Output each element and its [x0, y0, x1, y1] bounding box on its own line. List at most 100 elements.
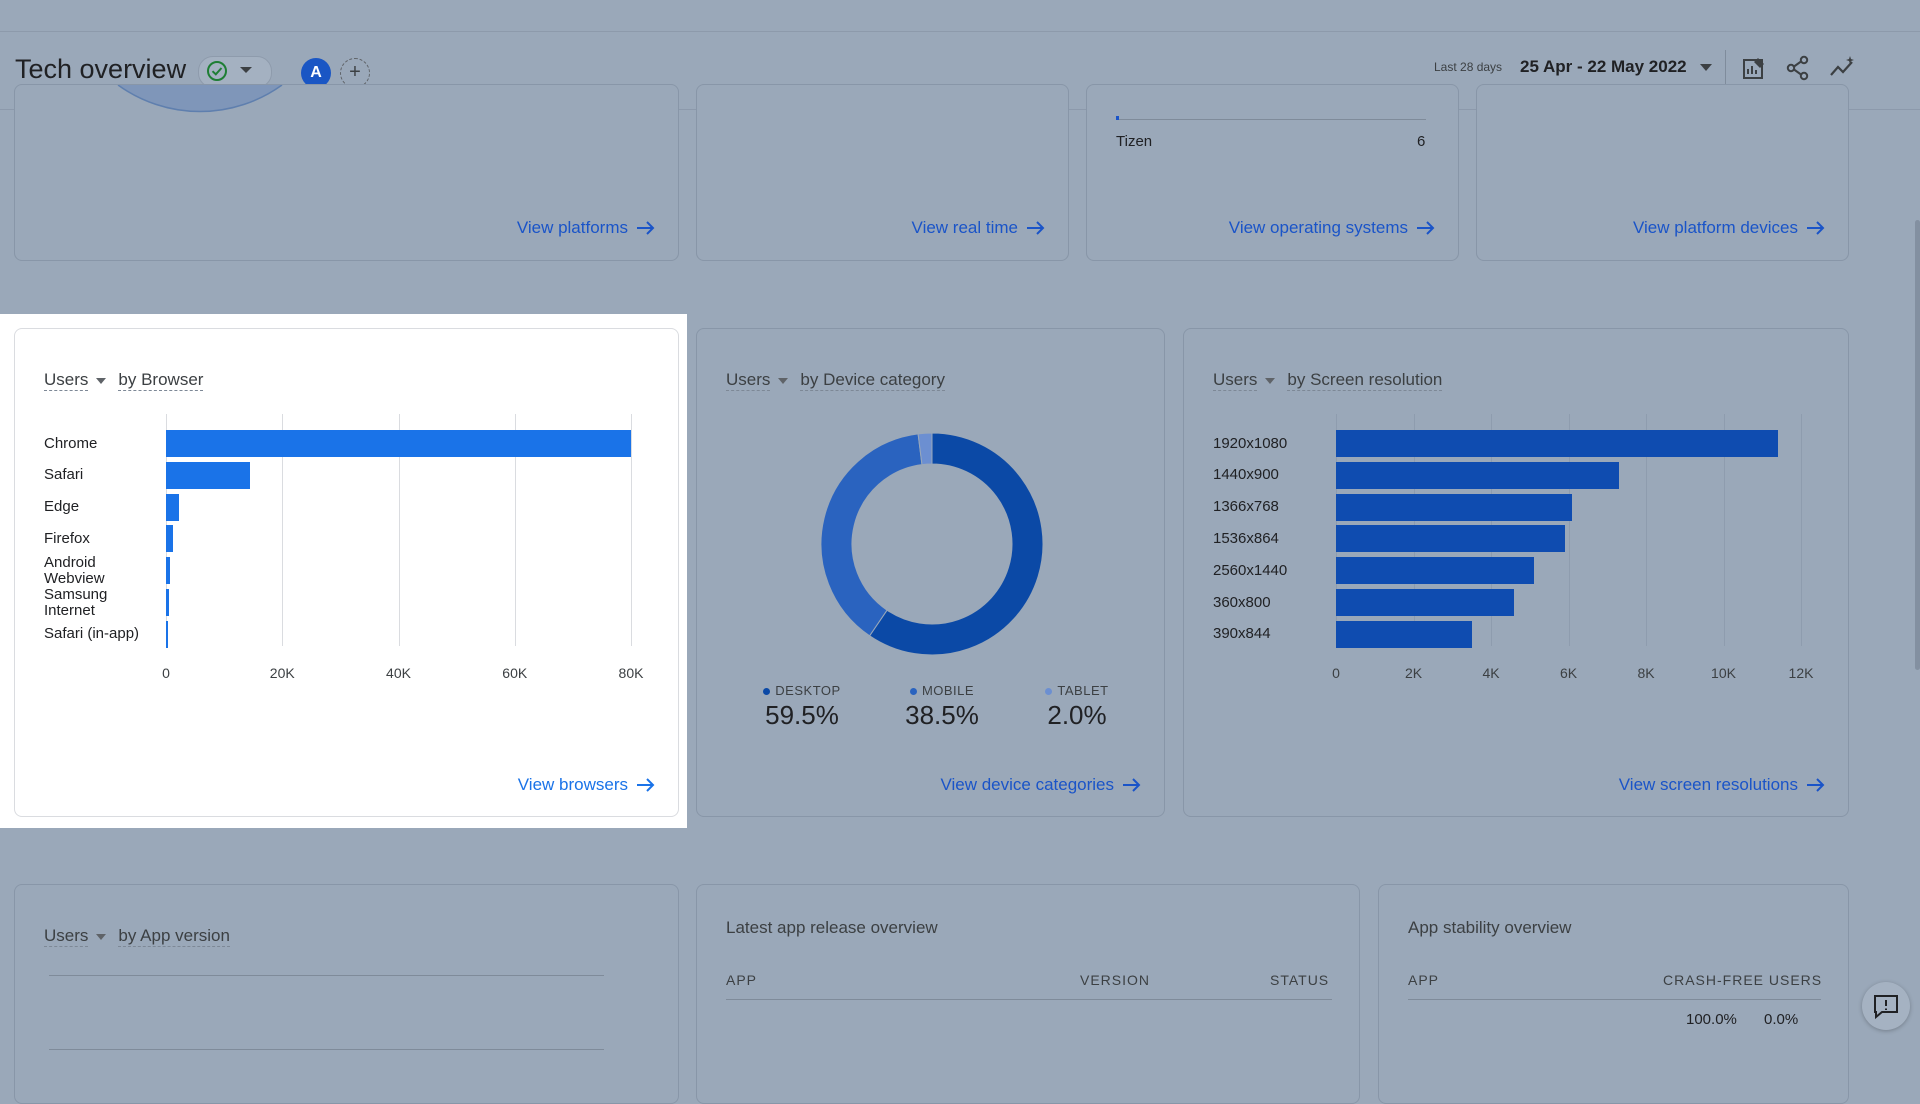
view-platform-devices-link[interactable]: View platform devices — [1633, 218, 1826, 238]
legend-dot — [909, 688, 917, 696]
bar[interactable] — [1336, 589, 1515, 616]
col-header-version: VERSION — [1080, 972, 1151, 988]
donut-slice[interactable] — [820, 433, 923, 637]
x-tick-label: 0 — [1332, 665, 1340, 681]
customize-report-icon[interactable] — [1740, 54, 1768, 82]
date-chevron-icon[interactable] — [1700, 64, 1712, 71]
date-caption: Last 28 days — [1434, 60, 1503, 74]
date-range-picker[interactable]: 25 Apr - 22 May 2022 — [1520, 57, 1687, 76]
device-card-title[interactable]: Users by Device category — [726, 370, 945, 391]
bar[interactable] — [1336, 493, 1573, 521]
arrow-right-icon — [1027, 221, 1045, 235]
platforms-card: View platforms — [14, 84, 679, 261]
app-version-card: Users by App version — [14, 884, 679, 1104]
app-version-card-title[interactable]: Users by App version — [44, 926, 230, 947]
bar[interactable] — [166, 620, 169, 648]
device-donut-chart — [820, 432, 1044, 656]
device-card: Users by Device category DESKTOP 59.5% MOB… — [696, 328, 1165, 817]
grid-line — [1801, 414, 1802, 646]
status-dropdown[interactable] — [198, 56, 272, 88]
x-tick-label: 80K — [618, 665, 644, 681]
os-row-label: Tizen — [1116, 133, 1153, 150]
chevron-down-icon[interactable] — [1265, 377, 1276, 384]
grid-line — [514, 414, 516, 646]
grid-line — [1646, 414, 1647, 646]
donut-slice[interactable] — [917, 432, 933, 466]
x-tick-label: 2K — [1404, 665, 1423, 681]
chevron-down-icon[interactable] — [240, 67, 252, 73]
platform-donut-fragment — [117, 85, 283, 113]
col-header-app: APP — [1408, 972, 1440, 988]
bar[interactable] — [166, 589, 170, 616]
crash-free-change: 0.0% — [1764, 1011, 1799, 1028]
metric-selector[interactable]: Users — [1213, 370, 1258, 391]
view-os-link[interactable]: View operating systems — [1229, 218, 1436, 238]
col-header-crash-free-users: CRASH-FREE USERS — [1663, 972, 1823, 988]
avatar[interactable]: A — [301, 58, 331, 88]
view-device-categories-link[interactable]: View device categories — [940, 775, 1142, 795]
bar[interactable] — [1336, 430, 1778, 457]
category-label: 2560x1440 — [1213, 561, 1288, 579]
stability-card-title: App stability overview — [1408, 918, 1572, 937]
chevron-down-icon[interactable] — [778, 377, 789, 384]
category-label: 1366x768 — [1213, 498, 1279, 516]
grid-line — [398, 414, 400, 646]
bar[interactable] — [1336, 620, 1472, 648]
category-label: Edge — [44, 498, 80, 516]
release-card-title: Latest app release overview — [726, 918, 938, 937]
view-screen-resolutions-link[interactable]: View screen resolutions — [1619, 775, 1826, 795]
legend-item: DESKTOP 59.5% — [742, 683, 862, 731]
realtime-card: View real time — [696, 84, 1069, 261]
donut-slice[interactable] — [868, 432, 1044, 656]
arrow-right-icon — [1807, 778, 1825, 792]
dimension-label: by Device category — [800, 370, 945, 391]
x-tick-label: 0 — [162, 665, 170, 681]
view-realtime-link[interactable]: View real time — [912, 218, 1046, 238]
bar[interactable] — [166, 493, 180, 521]
x-tick-label: 60K — [502, 665, 528, 681]
bar[interactable] — [1336, 557, 1534, 585]
x-tick-label: 40K — [386, 665, 411, 681]
arrow-right-icon — [1123, 778, 1141, 792]
grid-line — [1723, 414, 1725, 646]
table-divider — [726, 999, 1332, 1000]
mini-bar — [1116, 116, 1119, 120]
category-label: Chrome — [44, 434, 98, 452]
metric-selector[interactable]: Users — [726, 370, 771, 391]
col-header-status: STATUS — [1270, 972, 1330, 988]
top-strip — [0, 0, 1920, 32]
arrow-right-icon — [1807, 221, 1825, 235]
dimension-label: by Browser — [118, 370, 204, 391]
category-label: Samsung Internet — [44, 585, 108, 619]
resolution-card-title[interactable]: Users by Screen resolution — [1213, 370, 1443, 391]
share-icon[interactable] — [1784, 54, 1812, 82]
check-circle-icon — [207, 61, 227, 81]
feedback-icon — [1874, 995, 1898, 1020]
bar[interactable] — [166, 557, 171, 585]
insights-icon[interactable] — [1828, 54, 1856, 82]
table-divider — [1116, 119, 1426, 120]
feedback-button[interactable] — [1862, 982, 1910, 1030]
chevron-down-icon[interactable] — [96, 933, 107, 940]
arrow-right-icon — [1417, 221, 1435, 235]
crash-free-value: 100.0% — [1686, 1011, 1737, 1028]
grid-line — [631, 414, 632, 646]
legend-value: 38.5% — [905, 700, 979, 730]
metric-selector[interactable]: Users — [44, 370, 89, 391]
bar[interactable] — [1336, 461, 1619, 489]
bar[interactable] — [166, 525, 173, 553]
os-card: Tizen 6 View operating systems — [1086, 84, 1459, 261]
resolution-card: Users by Screen resolution 0 2K 4K 6K 8K 10K 1… — [1183, 328, 1849, 817]
bar[interactable] — [166, 461, 251, 489]
category-label: 390x844 — [1213, 625, 1271, 643]
scrollbar[interactable] — [1915, 220, 1920, 670]
browser-card-title[interactable]: Users by Browser — [44, 370, 204, 391]
view-browsers-link[interactable]: View browsers — [518, 775, 656, 795]
bar[interactable] — [1336, 525, 1565, 553]
x-tick-label: 10K — [1711, 665, 1736, 681]
chevron-down-icon[interactable] — [96, 377, 107, 384]
metric-selector[interactable]: Users — [44, 926, 89, 947]
category-label: 360x800 — [1213, 593, 1271, 611]
view-platforms-link[interactable]: View platforms — [517, 218, 656, 238]
bar[interactable] — [166, 430, 631, 457]
